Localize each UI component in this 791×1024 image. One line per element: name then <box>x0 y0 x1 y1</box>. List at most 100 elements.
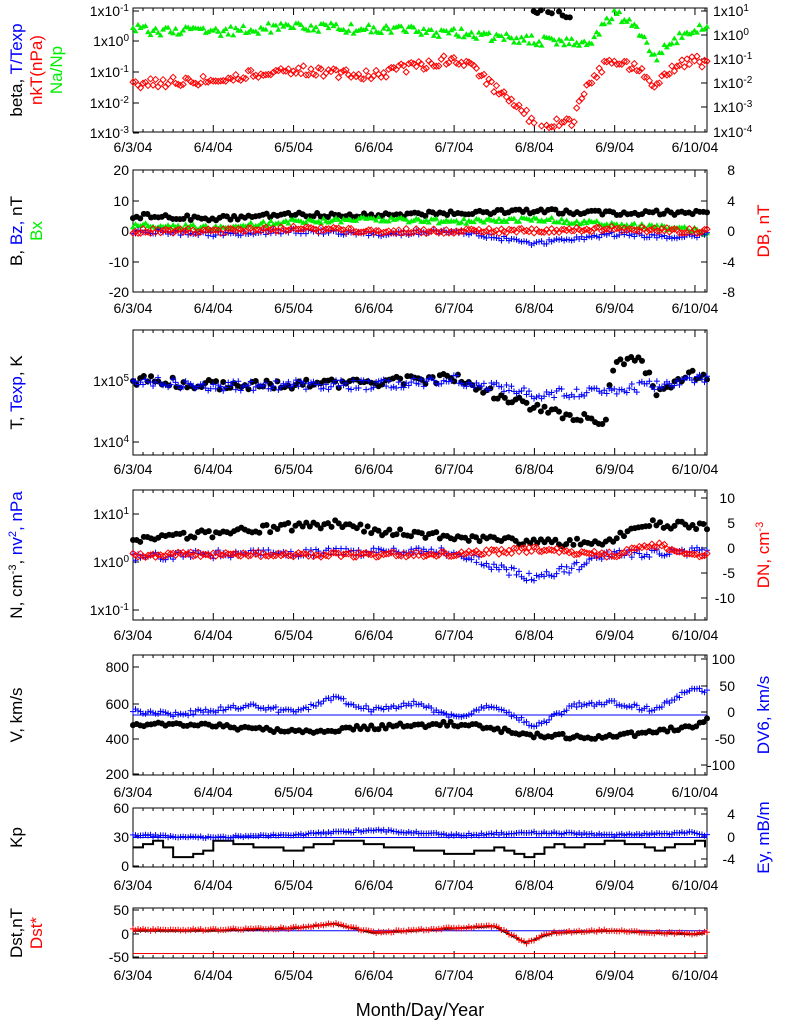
x-tick-label: 6/10/04 <box>672 139 719 155</box>
data-point <box>212 926 219 933</box>
data-point <box>455 831 462 838</box>
data-point <box>402 224 410 233</box>
data-point <box>628 729 635 736</box>
data-point <box>571 830 578 837</box>
data-point <box>488 380 495 387</box>
data-point <box>700 719 707 726</box>
data-point <box>631 21 638 27</box>
data-point <box>551 829 558 836</box>
x-axis-label: Month/Day/Year <box>356 1000 484 1020</box>
data-point <box>462 57 471 66</box>
data-point <box>631 701 638 708</box>
data-point <box>561 237 568 244</box>
y2-tick-label: 0 <box>727 829 735 845</box>
data-point <box>277 924 284 931</box>
data-point <box>671 930 678 937</box>
data-point <box>275 386 282 393</box>
x-tick-label: 6/8/04 <box>515 461 554 477</box>
y2-tick-label: 0 <box>727 704 735 720</box>
data-point <box>190 925 197 932</box>
data-point <box>272 377 279 384</box>
data-point <box>277 20 284 26</box>
data-point <box>576 927 583 934</box>
data-point <box>700 551 709 560</box>
data-point <box>527 114 536 122</box>
data-point <box>698 546 705 553</box>
data-point <box>628 353 635 360</box>
data-point <box>551 711 558 718</box>
data-point <box>432 552 441 560</box>
data-point <box>616 231 623 238</box>
data-point <box>137 24 144 30</box>
data-point <box>338 921 345 928</box>
data-point <box>200 709 207 716</box>
y2-tick-label: 1x10-4 <box>713 124 753 141</box>
data-point <box>581 929 588 936</box>
data-point <box>265 704 272 711</box>
data-point <box>352 72 360 81</box>
data-point <box>558 385 565 392</box>
data-point <box>187 927 194 934</box>
data-point <box>508 383 515 390</box>
data-point <box>538 238 545 245</box>
series-green <box>130 7 710 63</box>
data-point <box>600 226 608 234</box>
data-point <box>571 560 578 567</box>
data-point <box>330 380 337 387</box>
data-point <box>566 537 573 544</box>
data-point <box>199 72 207 81</box>
y2-tick-label: 5 <box>727 515 735 531</box>
data-point <box>587 549 596 558</box>
data-point <box>392 552 400 560</box>
data-point <box>460 550 468 559</box>
data-point <box>649 517 656 524</box>
data-point <box>628 22 635 28</box>
data-point <box>465 923 472 930</box>
data-point <box>262 223 270 231</box>
data-point <box>613 60 621 68</box>
data-point <box>146 551 155 559</box>
data-point <box>603 225 611 233</box>
data-point <box>323 22 330 28</box>
data-point <box>378 377 385 384</box>
data-point <box>558 216 565 222</box>
data-point <box>224 550 232 558</box>
data-point <box>250 925 257 932</box>
data-point <box>676 381 683 388</box>
data-point <box>368 385 375 392</box>
data-point <box>349 553 358 561</box>
data-point <box>262 379 269 386</box>
data-point <box>342 66 350 74</box>
data-point <box>280 707 287 714</box>
data-point <box>413 927 420 934</box>
data-point <box>536 238 543 245</box>
y2-axis-label: Ey, mB/m <box>754 801 773 873</box>
data-point <box>290 25 297 31</box>
data-point <box>563 35 570 41</box>
data-point <box>368 928 375 935</box>
data-point <box>704 376 710 383</box>
data-point <box>141 553 150 561</box>
y2-tick-label: 10 <box>719 490 735 506</box>
data-point <box>658 233 665 240</box>
data-point <box>661 552 668 559</box>
data-point <box>335 694 342 701</box>
data-point <box>602 416 609 423</box>
data-point <box>438 380 445 387</box>
data-point <box>277 551 285 560</box>
data-point <box>210 233 217 240</box>
data-point <box>210 708 217 715</box>
data-point <box>483 560 490 567</box>
data-point <box>220 833 227 840</box>
data-point <box>167 381 174 388</box>
data-point <box>683 688 690 695</box>
data-point <box>458 25 465 31</box>
data-point <box>688 550 696 558</box>
data-point <box>636 831 643 838</box>
data-point <box>265 547 272 554</box>
data-point <box>566 569 573 576</box>
data-point <box>365 706 372 713</box>
panel-7: 6/3/04 6/4/04 6/5/04 6/6/04 6/7/04 6/8/04 6/9/… <box>7 902 719 983</box>
data-point <box>365 22 372 28</box>
data-point <box>383 929 390 936</box>
